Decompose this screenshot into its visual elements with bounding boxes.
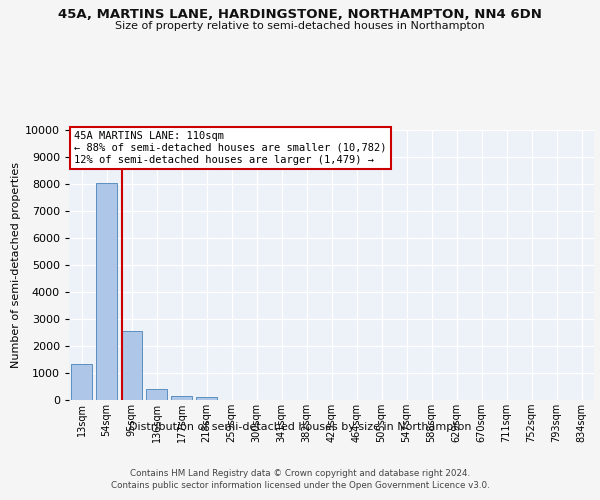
Text: Contains public sector information licensed under the Open Government Licence v3: Contains public sector information licen… <box>110 481 490 490</box>
Text: Contains HM Land Registry data © Crown copyright and database right 2024.: Contains HM Land Registry data © Crown c… <box>130 469 470 478</box>
Text: Size of property relative to semi-detached houses in Northampton: Size of property relative to semi-detach… <box>115 21 485 31</box>
Bar <box>171 396 192 400</box>
Text: Distribution of semi-detached houses by size in Northampton: Distribution of semi-detached houses by … <box>129 422 471 432</box>
Bar <box>121 331 142 400</box>
Text: 45A, MARTINS LANE, HARDINGSTONE, NORTHAMPTON, NN4 6DN: 45A, MARTINS LANE, HARDINGSTONE, NORTHAM… <box>58 8 542 20</box>
Bar <box>146 390 167 400</box>
Y-axis label: Number of semi-detached properties: Number of semi-detached properties <box>11 162 21 368</box>
Bar <box>196 398 217 400</box>
Bar <box>96 184 117 400</box>
Bar <box>71 364 92 400</box>
Text: 45A MARTINS LANE: 110sqm
← 88% of semi-detached houses are smaller (10,782)
12% : 45A MARTINS LANE: 110sqm ← 88% of semi-d… <box>74 132 387 164</box>
